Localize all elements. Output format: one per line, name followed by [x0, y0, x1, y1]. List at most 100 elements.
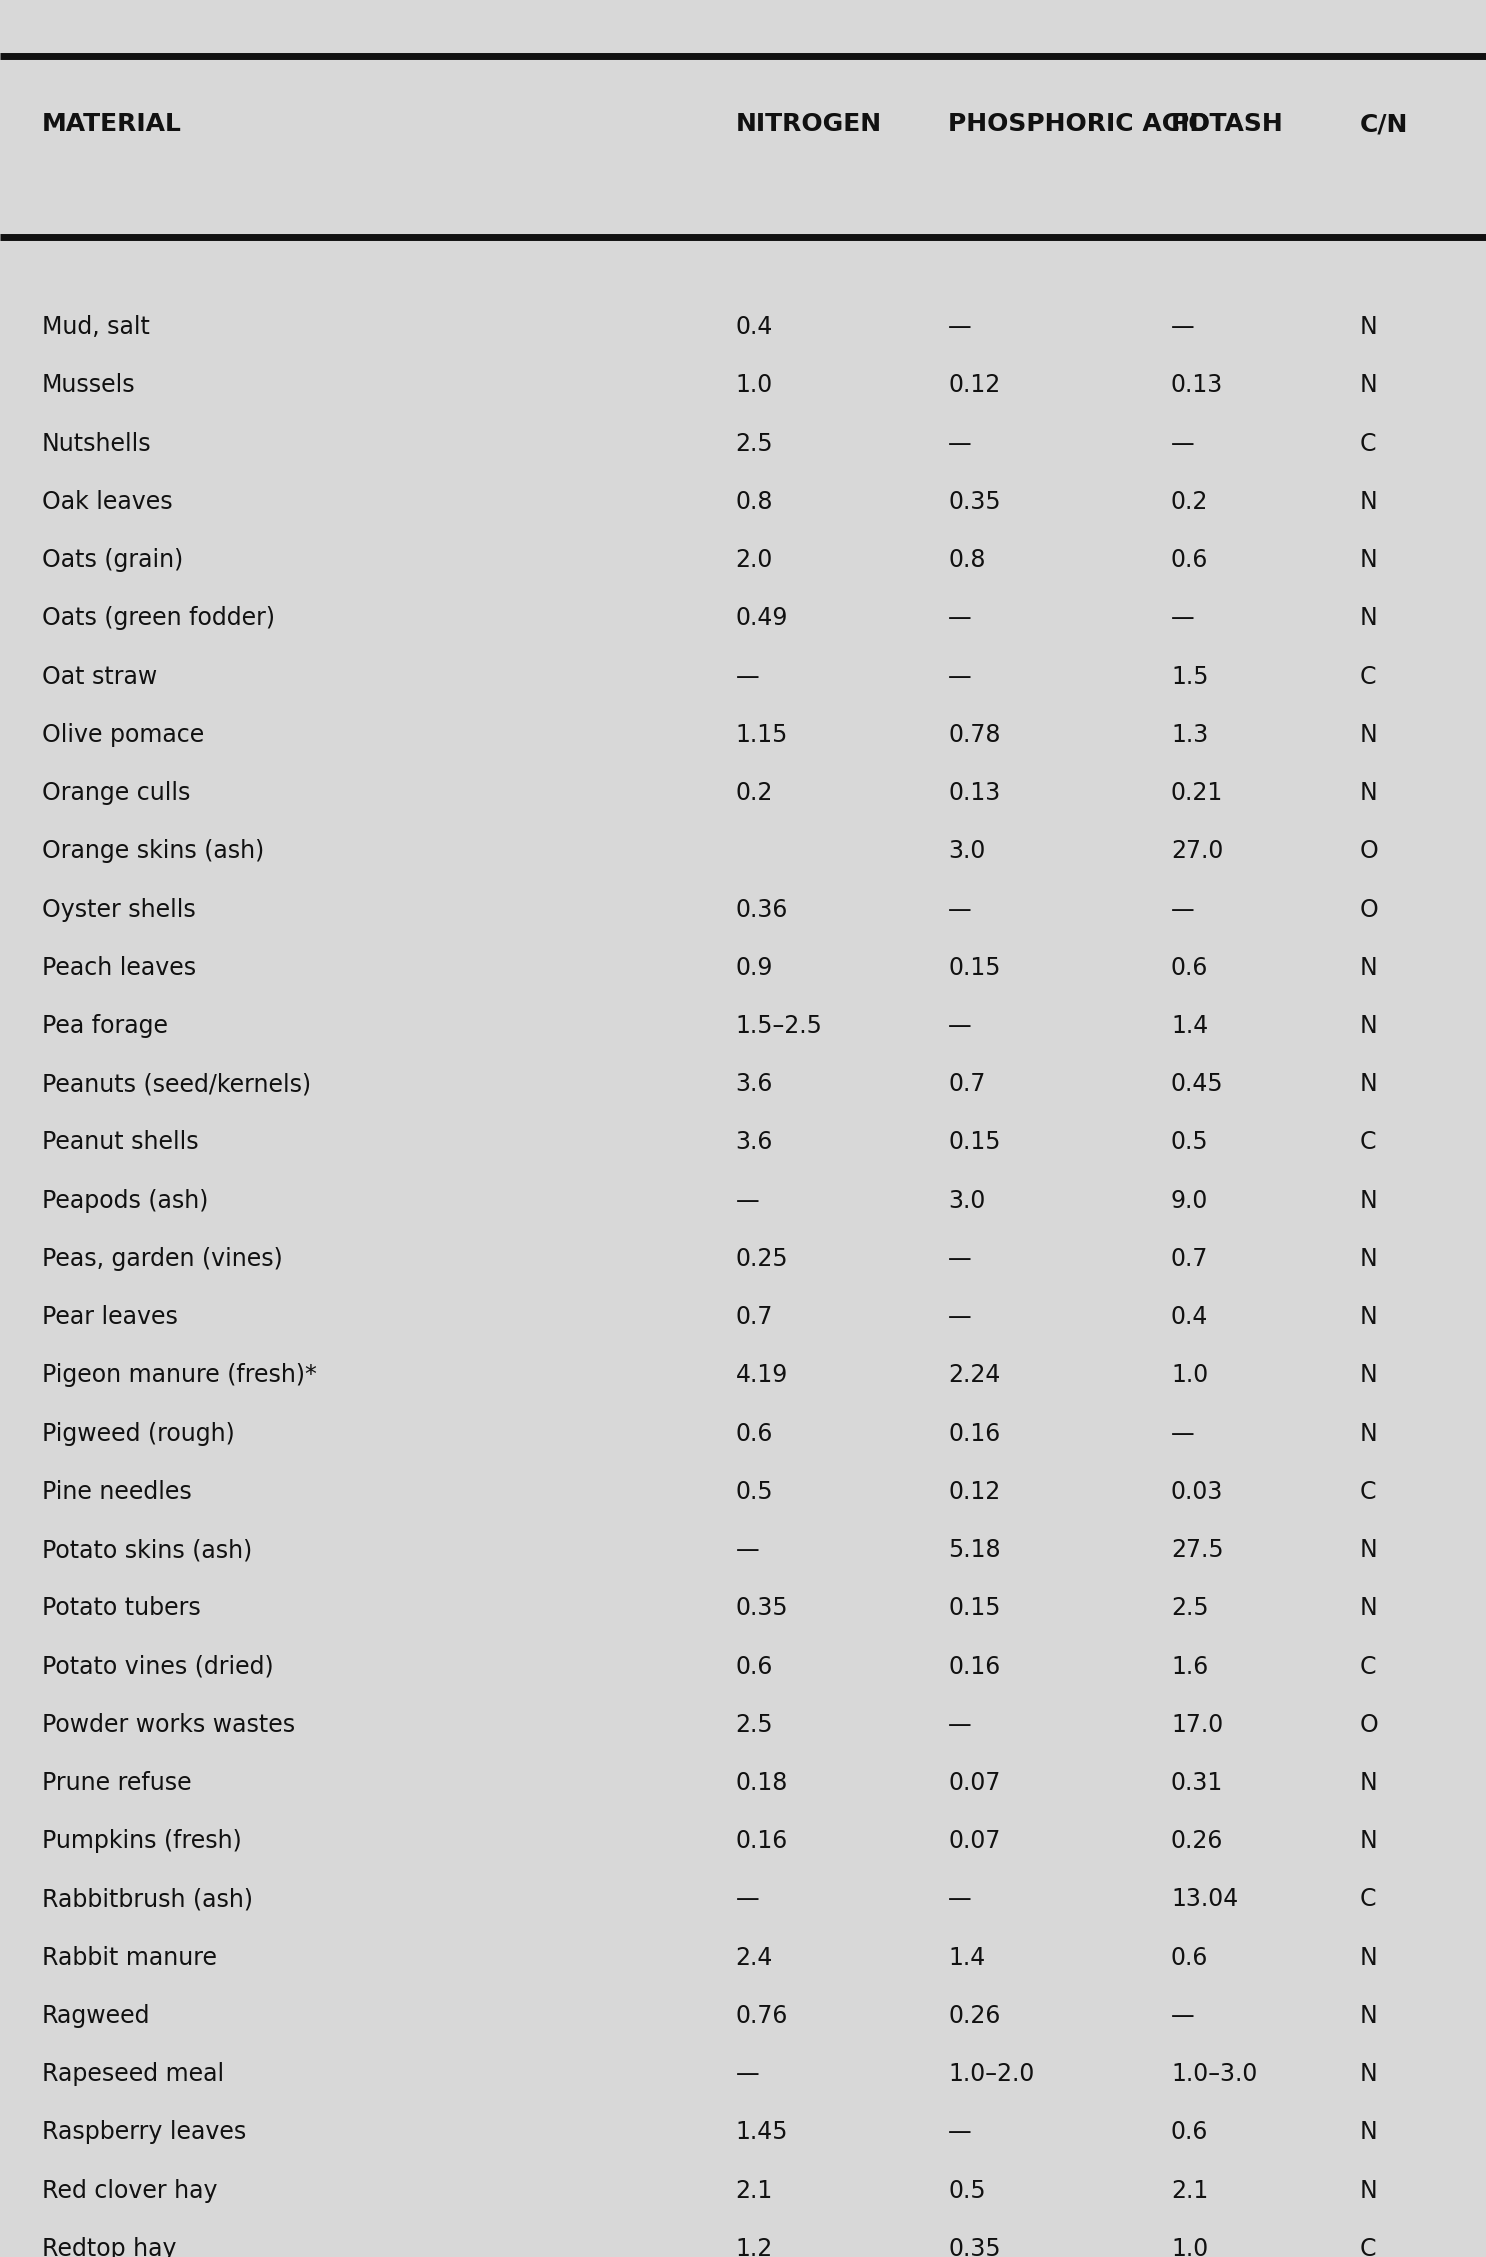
Text: N: N — [1360, 1596, 1378, 1621]
Text: 1.0: 1.0 — [1171, 2237, 1208, 2257]
Text: 3.0: 3.0 — [948, 840, 985, 864]
Text: 0.5: 0.5 — [948, 2178, 985, 2203]
Text: N: N — [1360, 1828, 1378, 1853]
Text: 0.12: 0.12 — [948, 1481, 1000, 1503]
Text: Pine needles: Pine needles — [42, 1481, 192, 1503]
Text: N: N — [1360, 2063, 1378, 2085]
Text: 0.13: 0.13 — [1171, 372, 1223, 397]
Text: —: — — [1171, 898, 1195, 921]
Text: 1.15: 1.15 — [736, 722, 788, 747]
Text: —: — — [948, 1013, 972, 1038]
Text: Pigeon manure (fresh)*: Pigeon manure (fresh)* — [42, 1363, 317, 1388]
Text: N: N — [1360, 1946, 1378, 1970]
Text: 0.25: 0.25 — [736, 1246, 788, 1271]
Text: 0.45: 0.45 — [1171, 1072, 1223, 1097]
Text: N: N — [1360, 1246, 1378, 1271]
Text: 1.0–2.0: 1.0–2.0 — [948, 2063, 1034, 2085]
Text: 0.6: 0.6 — [1171, 2119, 1208, 2144]
Text: Peas, garden (vines): Peas, garden (vines) — [42, 1246, 282, 1271]
Text: 0.2: 0.2 — [736, 781, 773, 806]
Text: N: N — [1360, 316, 1378, 339]
Text: Oats (grain): Oats (grain) — [42, 548, 183, 573]
Text: N: N — [1360, 1189, 1378, 1212]
Text: C: C — [1360, 1481, 1376, 1503]
Text: Nutshells: Nutshells — [42, 431, 152, 456]
Text: N: N — [1360, 1013, 1378, 1038]
Text: 0.7: 0.7 — [736, 1305, 773, 1329]
Text: —: — — [948, 2119, 972, 2144]
Text: 0.2: 0.2 — [1171, 490, 1208, 515]
Text: MATERIAL: MATERIAL — [42, 113, 181, 135]
Text: Rabbit manure: Rabbit manure — [42, 1946, 217, 1970]
Text: 1.0–3.0: 1.0–3.0 — [1171, 2063, 1257, 2085]
Text: Peach leaves: Peach leaves — [42, 955, 196, 980]
Text: N: N — [1360, 372, 1378, 397]
Text: 0.36: 0.36 — [736, 898, 788, 921]
Text: 3.6: 3.6 — [736, 1072, 773, 1097]
Text: 1.5–2.5: 1.5–2.5 — [736, 1013, 822, 1038]
Text: 0.16: 0.16 — [736, 1828, 788, 1853]
Text: 0.35: 0.35 — [948, 490, 1000, 515]
Text: 0.6: 0.6 — [1171, 548, 1208, 573]
Text: Rapeseed meal: Rapeseed meal — [42, 2063, 224, 2085]
Text: 0.7: 0.7 — [1171, 1246, 1208, 1271]
Text: Pigweed (rough): Pigweed (rough) — [42, 1422, 235, 1447]
Text: 0.76: 0.76 — [736, 2004, 788, 2029]
Text: 0.26: 0.26 — [1171, 1828, 1223, 1853]
Text: 0.4: 0.4 — [736, 316, 773, 339]
Text: 0.8: 0.8 — [736, 490, 773, 515]
Text: Potato skins (ash): Potato skins (ash) — [42, 1537, 251, 1562]
Text: C: C — [1360, 1654, 1376, 1679]
Text: —: — — [948, 1305, 972, 1329]
Text: 0.35: 0.35 — [736, 1596, 788, 1621]
Text: Redtop hay: Redtop hay — [42, 2237, 177, 2257]
Text: —: — — [1171, 2004, 1195, 2029]
Text: 0.9: 0.9 — [736, 955, 773, 980]
Text: 0.15: 0.15 — [948, 1596, 1000, 1621]
Text: Oats (green fodder): Oats (green fodder) — [42, 607, 275, 630]
Text: N: N — [1360, 1422, 1378, 1447]
Text: 2.0: 2.0 — [736, 548, 773, 573]
Text: Oak leaves: Oak leaves — [42, 490, 172, 515]
Text: PHOSPHORIC ACID: PHOSPHORIC ACID — [948, 113, 1210, 135]
Text: 0.12: 0.12 — [948, 372, 1000, 397]
Text: 1.6: 1.6 — [1171, 1654, 1208, 1679]
Text: N: N — [1360, 1772, 1378, 1794]
Text: —: — — [948, 1246, 972, 1271]
Text: N: N — [1360, 1072, 1378, 1097]
Text: —: — — [736, 2063, 759, 2085]
Text: —: — — [948, 431, 972, 456]
Text: 2.1: 2.1 — [736, 2178, 773, 2203]
Text: 0.5: 0.5 — [1171, 1131, 1208, 1156]
Text: N: N — [1360, 2178, 1378, 2203]
Text: 0.21: 0.21 — [1171, 781, 1223, 806]
Text: 2.5: 2.5 — [736, 431, 773, 456]
Text: —: — — [736, 1887, 759, 1912]
Text: Prune refuse: Prune refuse — [42, 1772, 192, 1794]
Text: 0.15: 0.15 — [948, 955, 1000, 980]
Text: 0.26: 0.26 — [948, 2004, 1000, 2029]
Text: 9.0: 9.0 — [1171, 1189, 1208, 1212]
Text: N: N — [1360, 548, 1378, 573]
Text: Potato tubers: Potato tubers — [42, 1596, 201, 1621]
Text: Orange skins (ash): Orange skins (ash) — [42, 840, 265, 864]
Text: N: N — [1360, 607, 1378, 630]
Text: —: — — [736, 1189, 759, 1212]
Text: C: C — [1360, 431, 1376, 456]
Text: Red clover hay: Red clover hay — [42, 2178, 217, 2203]
Text: 0.07: 0.07 — [948, 1772, 1000, 1794]
Text: —: — — [948, 316, 972, 339]
Text: Orange culls: Orange culls — [42, 781, 190, 806]
Text: —: — — [736, 1537, 759, 1562]
Text: C/N: C/N — [1360, 113, 1409, 135]
Text: 2.1: 2.1 — [1171, 2178, 1208, 2203]
Text: N: N — [1360, 781, 1378, 806]
Text: 0.6: 0.6 — [736, 1654, 773, 1679]
Text: 0.6: 0.6 — [736, 1422, 773, 1447]
Text: 1.4: 1.4 — [1171, 1013, 1208, 1038]
Text: —: — — [1171, 1422, 1195, 1447]
Text: 27.5: 27.5 — [1171, 1537, 1223, 1562]
Text: 1.0: 1.0 — [1171, 1363, 1208, 1388]
Text: Potato vines (dried): Potato vines (dried) — [42, 1654, 273, 1679]
Text: 3.0: 3.0 — [948, 1189, 985, 1212]
